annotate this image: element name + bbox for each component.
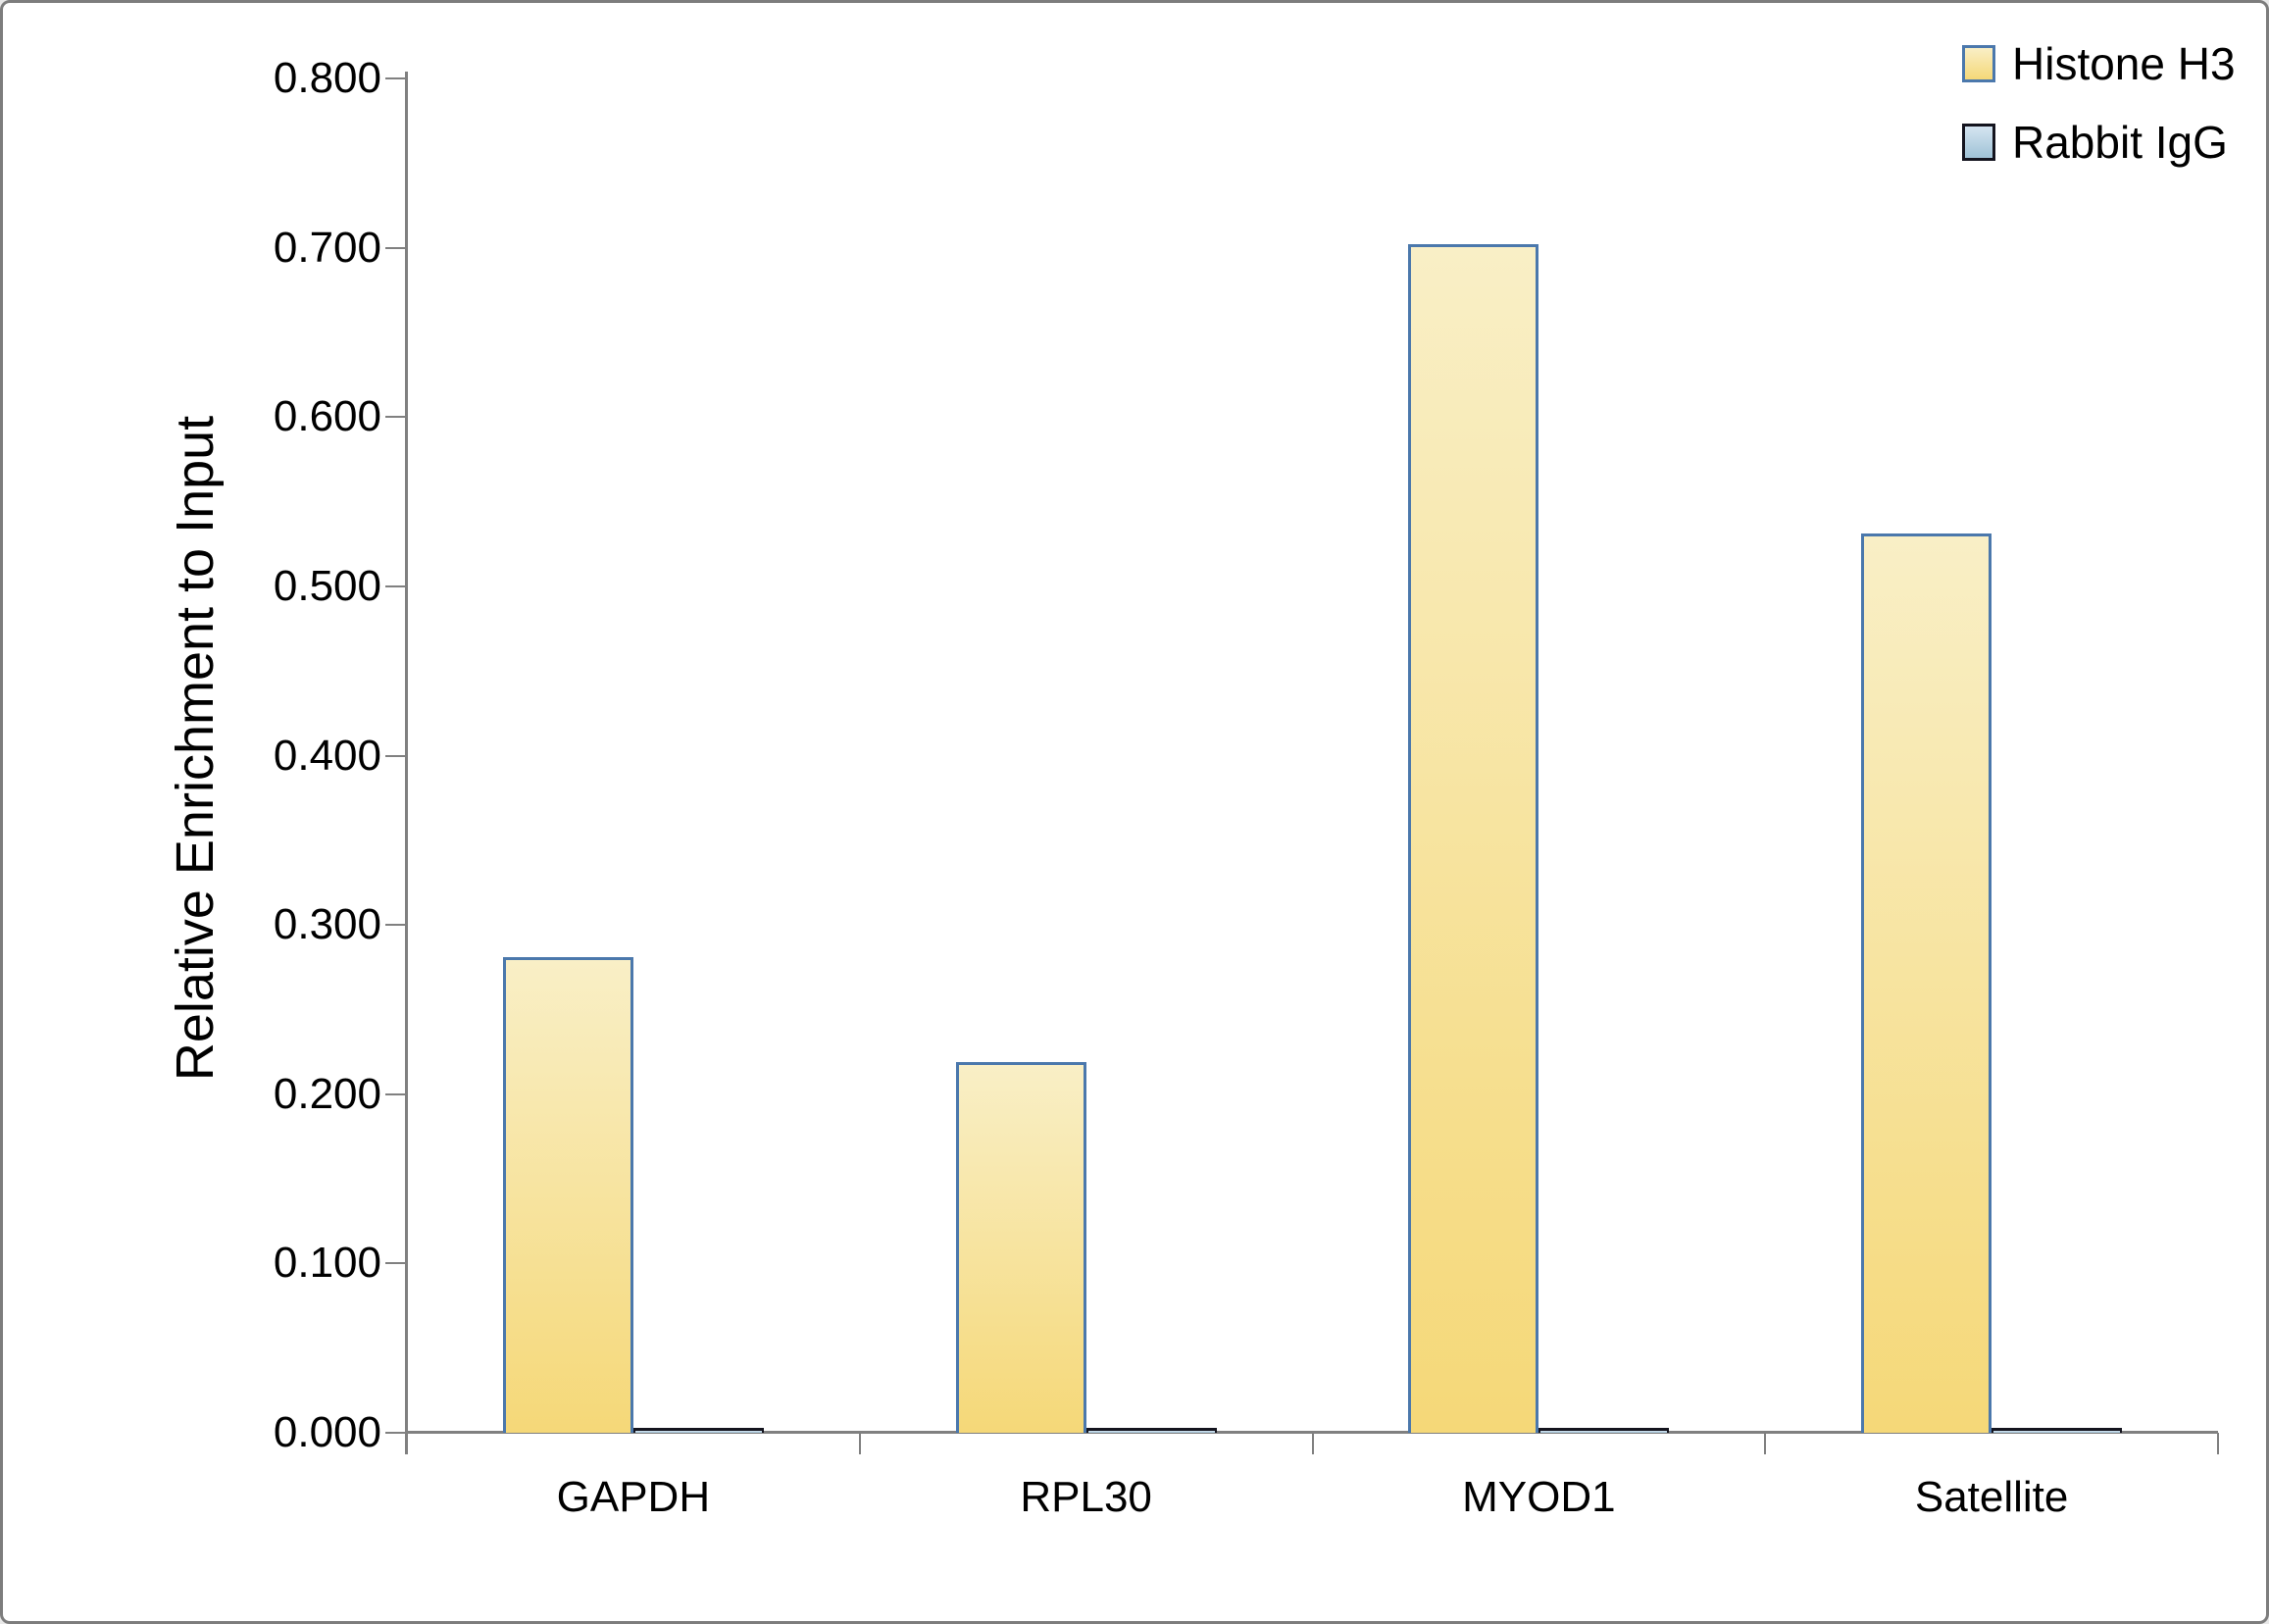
x-axis-line [405, 1431, 2218, 1434]
legend-label-histone-h3: Histone H3 [2012, 38, 2236, 89]
y-axis-line [405, 72, 408, 1454]
y-tick-mark [385, 924, 405, 927]
y-tick-label: 0.200 [273, 1069, 381, 1118]
x-category-label-gapdh: GAPDH [556, 1473, 711, 1521]
bar-rabbit-igg-gapdh [632, 1428, 764, 1433]
y-tick-label: 0.700 [273, 223, 381, 272]
y-tick-mark [385, 754, 405, 757]
bar-histone-h3-myod1 [1408, 244, 1539, 1433]
legend-label-rabbit-igg: Rabbit IgG [2012, 117, 2228, 168]
y-tick-label: 0.400 [273, 731, 381, 780]
legend-item-rabbit-igg: Rabbit IgG [1962, 117, 2236, 168]
bar-rabbit-igg-satellite [1992, 1428, 2123, 1433]
bar-histone-h3-gapdh [502, 957, 633, 1433]
y-tick-label: 0.500 [273, 561, 381, 610]
x-category-label-satellite: Satellite [1914, 1473, 2069, 1521]
y-tick-label: 0.600 [273, 392, 381, 441]
y-tick-label: 0.000 [273, 1408, 381, 1456]
bar-histone-h3-rpl30 [955, 1062, 1086, 1433]
legend-swatch-histone-h3 [1962, 45, 1995, 82]
bar-histone-h3-satellite [1861, 533, 1992, 1433]
legend-swatch-rabbit-igg [1962, 124, 1995, 161]
x-category-label-myod1: MYOD1 [1462, 1473, 1616, 1521]
x-tick-mark [858, 1433, 861, 1454]
x-category-label-rpl30: RPL30 [1020, 1473, 1152, 1521]
y-tick-mark [385, 416, 405, 419]
x-tick-mark [1764, 1433, 1767, 1454]
y-tick-mark [385, 584, 405, 587]
bar-rabbit-igg-rpl30 [1085, 1428, 1217, 1433]
y-tick-label: 0.300 [273, 900, 381, 949]
x-tick-mark [2217, 1433, 2219, 1454]
y-tick-mark [385, 1432, 405, 1434]
bar-rabbit-igg-myod1 [1538, 1428, 1670, 1433]
legend: Histone H3 Rabbit IgG [1962, 38, 2236, 195]
y-tick-label: 0.100 [273, 1239, 381, 1288]
y-tick-label: 0.800 [273, 54, 381, 102]
x-tick-mark [406, 1433, 408, 1454]
legend-item-histone-h3: Histone H3 [1962, 38, 2236, 89]
x-tick-mark [1311, 1433, 1314, 1454]
y-tick-mark [385, 77, 405, 79]
y-tick-mark [385, 1262, 405, 1265]
y-tick-mark [385, 246, 405, 249]
y-tick-mark [385, 1092, 405, 1095]
